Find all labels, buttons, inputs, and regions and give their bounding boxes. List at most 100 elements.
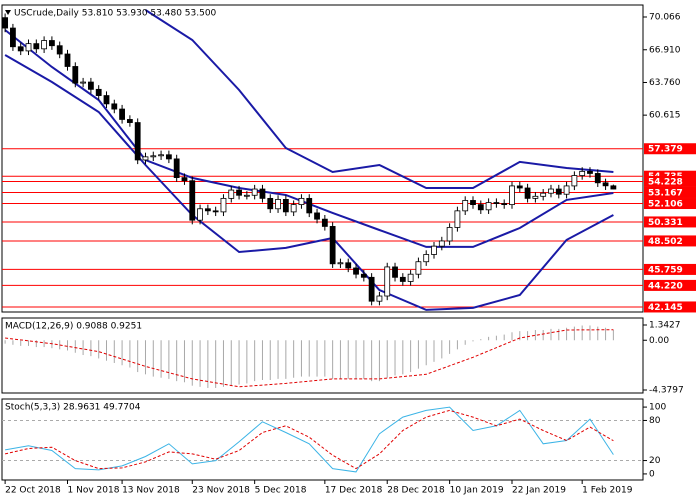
x-tick-label: 1 Feb 2019 — [582, 486, 633, 496]
candle-body — [407, 273, 414, 282]
y-tick-label: 66.910 — [649, 45, 681, 55]
level-label-box — [644, 143, 696, 155]
y-tick-label: 20 — [649, 456, 661, 466]
candle-body — [392, 266, 398, 278]
y-tick-label: 0 — [649, 469, 655, 479]
candle-body — [548, 188, 554, 194]
candle-body — [462, 200, 469, 212]
candle-body — [212, 210, 219, 213]
x-tick-label: 23 Nov 2018 — [192, 486, 250, 496]
y-tick-label: 100 — [649, 403, 666, 413]
candle-body — [72, 66, 79, 84]
level-label: 42.145 — [648, 303, 683, 313]
x-tick-label: 10 Jan 2019 — [450, 486, 504, 496]
candle-body — [181, 177, 188, 182]
candle-body — [571, 175, 578, 187]
candle-body — [314, 212, 320, 220]
panel-border — [1, 398, 644, 481]
candle-body — [438, 240, 445, 247]
candle-body — [415, 261, 422, 275]
x-tick-label: 28 Dec 2018 — [387, 486, 445, 496]
level-label: 57.379 — [648, 145, 683, 155]
panel-border — [1, 4, 644, 313]
candle-body — [563, 185, 570, 195]
x-tick-label: 1 Nov 2018 — [68, 486, 120, 496]
candle-body — [165, 154, 172, 160]
level-label: 50.331 — [648, 218, 683, 228]
level-label: 53.167 — [648, 188, 683, 198]
candle-body — [111, 103, 118, 110]
y-tick-label: 60.615 — [649, 111, 681, 121]
candle-body — [399, 276, 406, 282]
level-label-box — [644, 216, 696, 228]
candle-body — [142, 156, 149, 161]
candle-body — [25, 43, 32, 52]
candle-body — [49, 40, 55, 47]
candle-body — [33, 43, 40, 50]
candle-body — [610, 185, 617, 190]
candle-body — [10, 27, 16, 48]
candle-body — [446, 227, 453, 242]
candle-body — [532, 195, 539, 199]
level-label-box — [644, 301, 696, 313]
candle-body — [384, 266, 391, 297]
level-label-box — [644, 235, 696, 247]
candle-body — [524, 187, 531, 199]
candle-body — [126, 119, 133, 123]
level-label: 52.106 — [648, 200, 683, 210]
candle-body — [17, 46, 24, 52]
candle-body — [80, 81, 86, 84]
candle-body — [602, 182, 609, 187]
candle-body — [134, 122, 141, 161]
candle-body — [56, 45, 63, 55]
bollinger-lower — [4, 54, 614, 311]
candle-body — [158, 154, 164, 157]
candle-body — [306, 197, 313, 214]
candle-body — [204, 208, 211, 212]
candle-body — [501, 203, 508, 206]
candle-body — [197, 208, 203, 221]
candle-body — [368, 276, 375, 302]
level-label: 45.759 — [648, 265, 683, 275]
candle-body — [321, 218, 328, 227]
candle-body — [555, 188, 562, 195]
candle-body — [236, 189, 242, 196]
x-tick-label: 17 Dec 2018 — [325, 486, 383, 496]
level-label: 54.228 — [648, 177, 683, 187]
candle-body — [173, 158, 180, 179]
candle-body — [337, 262, 344, 265]
panel-title: MACD(12,26,9) 0.9088 0.9251 — [5, 322, 142, 332]
candle-body — [87, 81, 94, 90]
y-tick-label: 63.760 — [649, 78, 681, 88]
candle-body — [290, 204, 297, 213]
candle-body — [275, 199, 281, 210]
candle-body — [267, 197, 274, 210]
candle-body — [119, 108, 125, 120]
candle-body — [477, 204, 484, 211]
candle-body — [540, 192, 547, 197]
y-tick-label: -4.3797 — [649, 385, 684, 395]
level-label-box — [644, 186, 696, 198]
x-tick-label: 22 Jan 2019 — [512, 486, 566, 496]
candle-body — [509, 185, 515, 206]
candle-body — [64, 53, 71, 67]
level-label-box — [644, 263, 696, 275]
x-tick-label: 13 Nov 2018 — [122, 486, 180, 496]
candle-body — [345, 262, 352, 269]
candle-body — [470, 200, 476, 206]
y-tick-label: 70.066 — [649, 12, 681, 22]
panel-title: Stoch(5,3,3) 28.9631 49.7704 — [5, 403, 141, 413]
candle-body — [298, 197, 305, 206]
candle-body — [243, 194, 250, 197]
candle-body — [189, 180, 196, 221]
candle-body — [2, 17, 9, 29]
symbol-icon — [5, 10, 11, 15]
candle-body — [485, 202, 492, 211]
candle-body — [282, 199, 289, 213]
level-label-box — [644, 279, 696, 291]
level-label: 44.220 — [648, 281, 683, 291]
x-tick-label: 5 Dec 2018 — [255, 486, 307, 496]
candle-body — [103, 95, 110, 105]
level-label-box — [644, 198, 696, 210]
